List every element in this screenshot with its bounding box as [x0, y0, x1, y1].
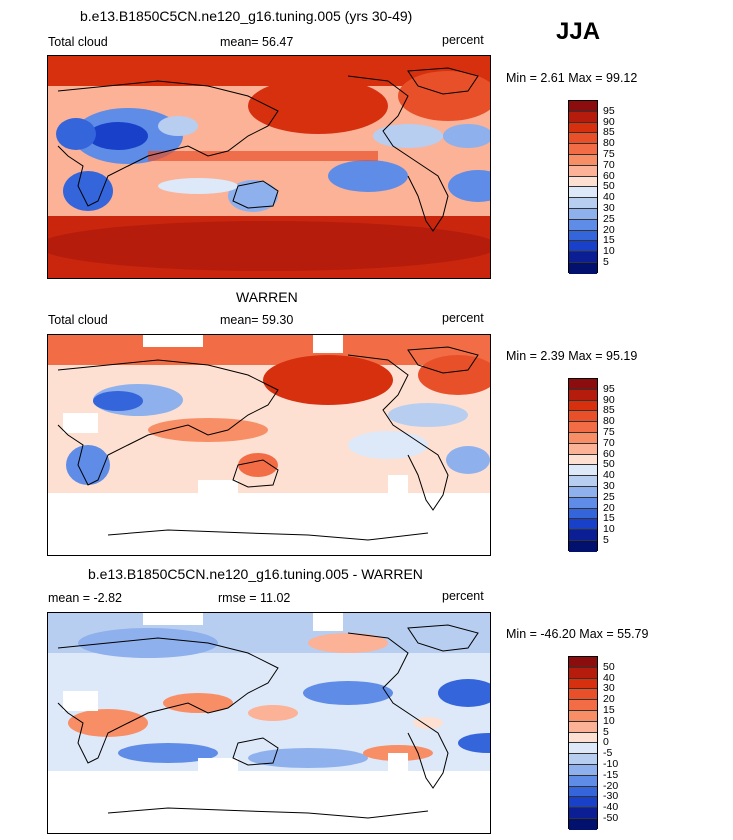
- panel-1-map: [47, 55, 491, 279]
- colorbar-tick: 15: [603, 704, 615, 716]
- colorbar-tick: 50: [603, 458, 615, 471]
- colorbar-tick: 30: [603, 480, 615, 492]
- colorbar-tick: 90: [603, 393, 615, 406]
- colorbar-tick: 5: [603, 534, 609, 546]
- colorbar-tick: 5: [603, 725, 609, 738]
- colorbar-tick: 85: [603, 404, 615, 417]
- colorbar-tick: -15: [603, 768, 619, 781]
- panel-3-title: b.e13.B1850C5CN.ne120_g16.tuning.005 - W…: [88, 566, 423, 582]
- colorbar-tick: 5: [603, 256, 609, 268]
- colorbar-tick: 70: [603, 158, 615, 171]
- colorbar-tick: -50: [603, 812, 619, 824]
- panel-3-minmax: Min = -46.20 Max = 55.79: [506, 627, 649, 641]
- colorbar-tick: -5: [603, 747, 613, 760]
- panel-3-units: percent: [442, 589, 484, 603]
- panel-1-left-label: Total cloud: [48, 35, 108, 49]
- panel-3-mean-label: mean = -2.82: [48, 591, 123, 605]
- colorbar-tick: 15: [603, 512, 615, 525]
- panel-1-colorbar: [568, 100, 598, 274]
- colorbar-tick: 75: [603, 148, 615, 160]
- colorbar-tick: 85: [603, 126, 615, 139]
- panel-1-minmax: Min = 2.61 Max = 99.12: [506, 71, 638, 85]
- colorbar-tick: 30: [603, 202, 615, 214]
- colorbar-tick: 15: [603, 234, 615, 247]
- panel-2-minmax: Min = 2.39 Max = 95.19: [506, 349, 638, 363]
- colorbar-tick: 40: [603, 469, 615, 482]
- panel-1-mean-label: mean= 56.47: [220, 35, 294, 49]
- colorbar-tick: 95: [603, 382, 615, 395]
- colorbar-tick: 80: [603, 415, 615, 428]
- colorbar-tick: 75: [603, 426, 615, 438]
- colorbar-tick: 50: [603, 180, 615, 193]
- colorbar-tick: 20: [603, 501, 615, 514]
- panel-3-map: [47, 612, 491, 834]
- colorbar-tick: -20: [603, 779, 619, 792]
- colorbar-tick: 90: [603, 115, 615, 128]
- colorbar-tick: -30: [603, 790, 619, 803]
- colorbar-tick: 95: [603, 104, 615, 117]
- panel-2-title: WARREN: [236, 289, 298, 305]
- colorbar-tick: 30: [603, 682, 615, 695]
- panel-3-colorbar: [568, 656, 598, 830]
- panel-1-title: b.e13.B1850C5CN.ne120_g16.tuning.005 (yr…: [80, 8, 413, 24]
- colorbar-tick: 40: [603, 191, 615, 204]
- colorbar-tick: -10: [603, 758, 619, 770]
- colorbar-tick: 80: [603, 137, 615, 150]
- panel-2-units: percent: [442, 311, 484, 325]
- colorbar-tick: 10: [603, 245, 615, 258]
- colorbar-tick: 25: [603, 212, 615, 225]
- colorbar-tick: 60: [603, 169, 615, 182]
- panel-1-units: percent: [442, 33, 484, 47]
- season-label: JJA: [556, 18, 601, 45]
- colorbar-tick: 0: [603, 736, 609, 749]
- colorbar-tick: 50: [603, 660, 615, 673]
- panel-3-rmse-label: rmse = 11.02: [218, 591, 291, 605]
- colorbar-tick: 10: [603, 523, 615, 536]
- colorbar-tick: 40: [603, 671, 615, 684]
- panel-2-mean-label: mean= 59.30: [220, 313, 294, 327]
- colorbar-tick: 20: [603, 223, 615, 236]
- panel-2-colorbar: [568, 378, 598, 552]
- colorbar-tick: 10: [603, 714, 615, 727]
- panel-2-map: [47, 334, 491, 556]
- colorbar-tick: 20: [603, 693, 615, 706]
- colorbar-tick: -40: [603, 801, 619, 814]
- colorbar-tick: 70: [603, 436, 615, 449]
- colorbar-tick: 25: [603, 490, 615, 503]
- panel-2-left-label: Total cloud: [48, 313, 108, 327]
- colorbar-tick: 60: [603, 447, 615, 460]
